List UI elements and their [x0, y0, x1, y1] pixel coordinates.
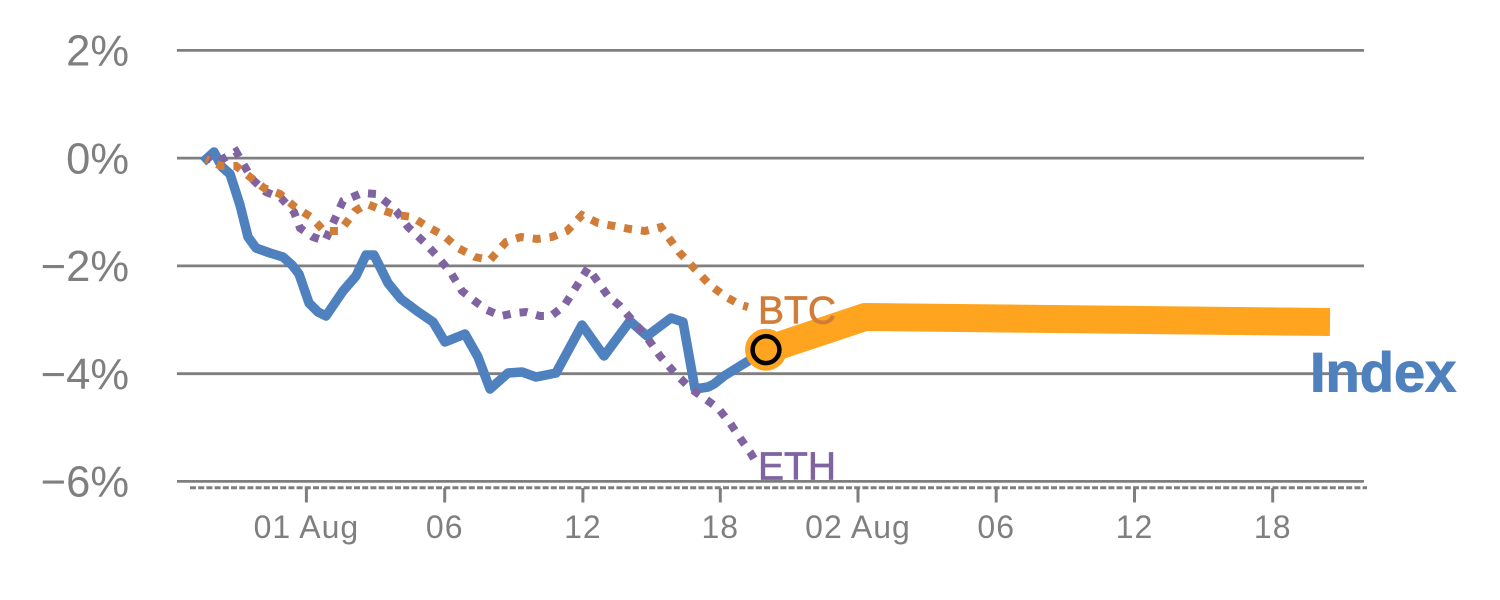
svg-text:BTC: BTC	[758, 289, 836, 332]
svg-text:12: 12	[1116, 509, 1154, 545]
svg-text:0%: 0%	[66, 136, 129, 184]
svg-text:06: 06	[426, 509, 464, 545]
svg-text:18: 18	[1254, 509, 1292, 545]
svg-text:2%: 2%	[66, 28, 129, 76]
svg-text:12: 12	[564, 509, 602, 545]
svg-text:01 Aug: 01 Aug	[254, 509, 360, 545]
svg-text:06: 06	[977, 509, 1015, 545]
svg-text:ETH: ETH	[758, 445, 836, 488]
svg-text:18: 18	[702, 509, 740, 545]
svg-text:Index: Index	[1310, 341, 1456, 404]
svg-text:02 Aug: 02 Aug	[805, 509, 911, 545]
svg-text:−4%: −4%	[41, 351, 129, 399]
svg-text:−6%: −6%	[41, 459, 129, 507]
svg-text:−2%: −2%	[41, 243, 129, 291]
